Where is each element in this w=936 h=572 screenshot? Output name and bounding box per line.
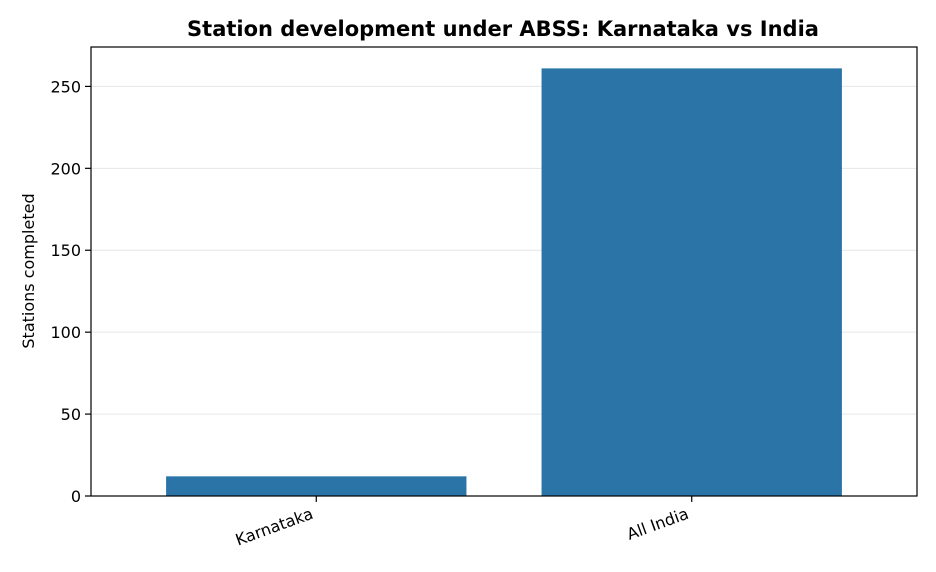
- chart-title: Station development under ABSS: Karnatak…: [187, 17, 819, 41]
- x-tick-label-karnataka: Karnataka: [233, 504, 316, 550]
- y-tick-label-50: 50: [61, 405, 81, 424]
- plot-frame: [90, 46, 918, 497]
- bar-karnataka: [166, 476, 467, 496]
- y-axis-label: Stations completed: [19, 193, 38, 348]
- axis-layer: [90, 46, 918, 497]
- y-tick-label-150: 150: [50, 241, 81, 260]
- y-tick-label-250: 250: [50, 77, 81, 96]
- y-tick-label-100: 100: [50, 323, 81, 342]
- bar-all-india: [541, 68, 842, 496]
- bar-layer: [166, 68, 842, 496]
- y-tick-label-200: 200: [50, 159, 81, 178]
- x-tick-label-all-india: All India: [624, 504, 691, 544]
- y-tick-label-0: 0: [71, 487, 81, 506]
